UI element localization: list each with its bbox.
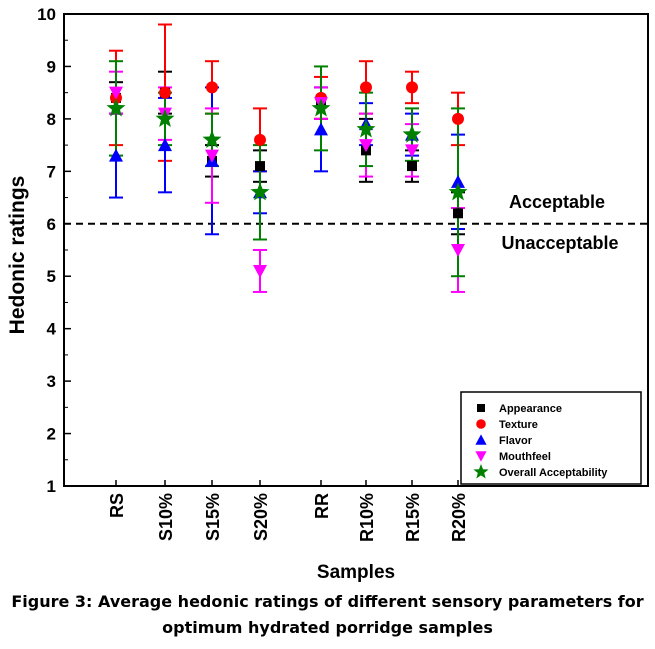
y-tick-label: 6 bbox=[47, 215, 56, 234]
x-category-label: R20% bbox=[449, 493, 469, 542]
caption-line-1: Figure 3: Average hedonic ratings of dif… bbox=[11, 592, 644, 611]
legend-label-mouthfeel: Mouthfeel bbox=[499, 451, 551, 463]
x-category-label: R10% bbox=[357, 493, 377, 542]
data-point-mouthfeel bbox=[359, 139, 373, 153]
hedonic-chart: 1 2 3 4 5 6 7 8 9 10 RS S10% S15% S20% RR R10% R15% R20%… bbox=[6, 5, 649, 583]
data-point-overall-acceptability bbox=[250, 182, 270, 201]
acceptable-label: Acceptable bbox=[509, 192, 605, 212]
y-tick-label: 5 bbox=[47, 267, 56, 286]
legend-box bbox=[460, 391, 642, 485]
x-category-label: S15% bbox=[203, 493, 223, 541]
x-category-label: RR bbox=[312, 493, 332, 519]
data-point-flavor bbox=[109, 148, 123, 162]
legend-marker-appearance bbox=[477, 404, 485, 412]
y-tick-label: 4 bbox=[47, 320, 57, 339]
data-point-appearance bbox=[407, 161, 417, 172]
legend-label-overall-acceptability: Overall Acceptability bbox=[499, 467, 608, 479]
legend-label-texture: Texture bbox=[499, 419, 538, 431]
legend-marker-overall-acceptability bbox=[473, 464, 489, 479]
data-point-overall-acceptability bbox=[106, 98, 126, 117]
data-point-flavor bbox=[158, 138, 172, 152]
legend-label-flavor: Flavor bbox=[499, 435, 533, 447]
data-point-mouthfeel bbox=[405, 144, 419, 158]
y-axis-label: Hedonic ratings bbox=[6, 176, 29, 335]
data-point-mouthfeel bbox=[451, 244, 465, 257]
y-tick-label: 10 bbox=[37, 5, 56, 24]
x-category-label: R15% bbox=[403, 493, 423, 542]
data-point-overall-acceptability bbox=[448, 182, 468, 201]
data-point-overall-acceptability bbox=[311, 98, 331, 117]
data-point-flavor bbox=[314, 122, 328, 136]
legend-marker-mouthfeel bbox=[475, 451, 487, 462]
data-point-texture bbox=[452, 112, 464, 125]
data-point-texture bbox=[406, 81, 418, 94]
x-category-label: S10% bbox=[156, 493, 176, 541]
data-point-mouthfeel bbox=[253, 264, 267, 278]
legend-marker-texture bbox=[476, 419, 486, 429]
data-point-mouthfeel bbox=[205, 149, 219, 163]
caption-line-2: optimum hydrated porridge samples bbox=[162, 618, 493, 637]
data-point-texture bbox=[159, 86, 171, 99]
y-tick-label: 3 bbox=[47, 372, 56, 391]
x-axis-categories: RS S10% S15% S20% RR R10% R15% R20% bbox=[107, 480, 469, 542]
y-axis-ticks: 1 2 3 4 5 6 7 8 9 10 bbox=[37, 5, 71, 496]
data-point-appearance bbox=[255, 161, 265, 172]
points-mouthfeel bbox=[109, 86, 465, 278]
x-category-label: S20% bbox=[251, 493, 271, 541]
data-point-texture bbox=[360, 81, 372, 94]
y-tick-label: 1 bbox=[47, 477, 56, 496]
legend-marker-flavor bbox=[475, 434, 487, 445]
legend-label-appearance: Appearance bbox=[499, 403, 562, 415]
unacceptable-label: Unacceptable bbox=[501, 233, 618, 253]
points-overall-acceptability bbox=[106, 98, 468, 201]
data-point-appearance bbox=[453, 208, 463, 219]
data-point-overall-acceptability bbox=[402, 124, 422, 143]
y-tick-label: 9 bbox=[47, 57, 56, 76]
figure-caption: Figure 3: Average hedonic ratings of dif… bbox=[0, 589, 655, 641]
data-point-texture bbox=[254, 133, 266, 146]
y-tick-label: 7 bbox=[47, 162, 56, 181]
legend: Appearance Texture Flavor Mouthfeel Overall … bbox=[460, 391, 642, 485]
plot-area bbox=[63, 13, 649, 487]
data-point-overall-acceptability bbox=[155, 108, 175, 127]
data-point-mouthfeel bbox=[109, 86, 123, 100]
y-tick-label: 2 bbox=[47, 425, 56, 444]
x-category-label: RS bbox=[107, 493, 127, 518]
data-point-flavor bbox=[451, 174, 465, 188]
y-tick-label: 8 bbox=[47, 110, 56, 129]
data-point-overall-acceptability bbox=[356, 119, 376, 138]
data-point-overall-acceptability bbox=[202, 129, 222, 148]
data-point-texture bbox=[206, 81, 218, 94]
x-axis-label: Samples bbox=[317, 562, 395, 583]
